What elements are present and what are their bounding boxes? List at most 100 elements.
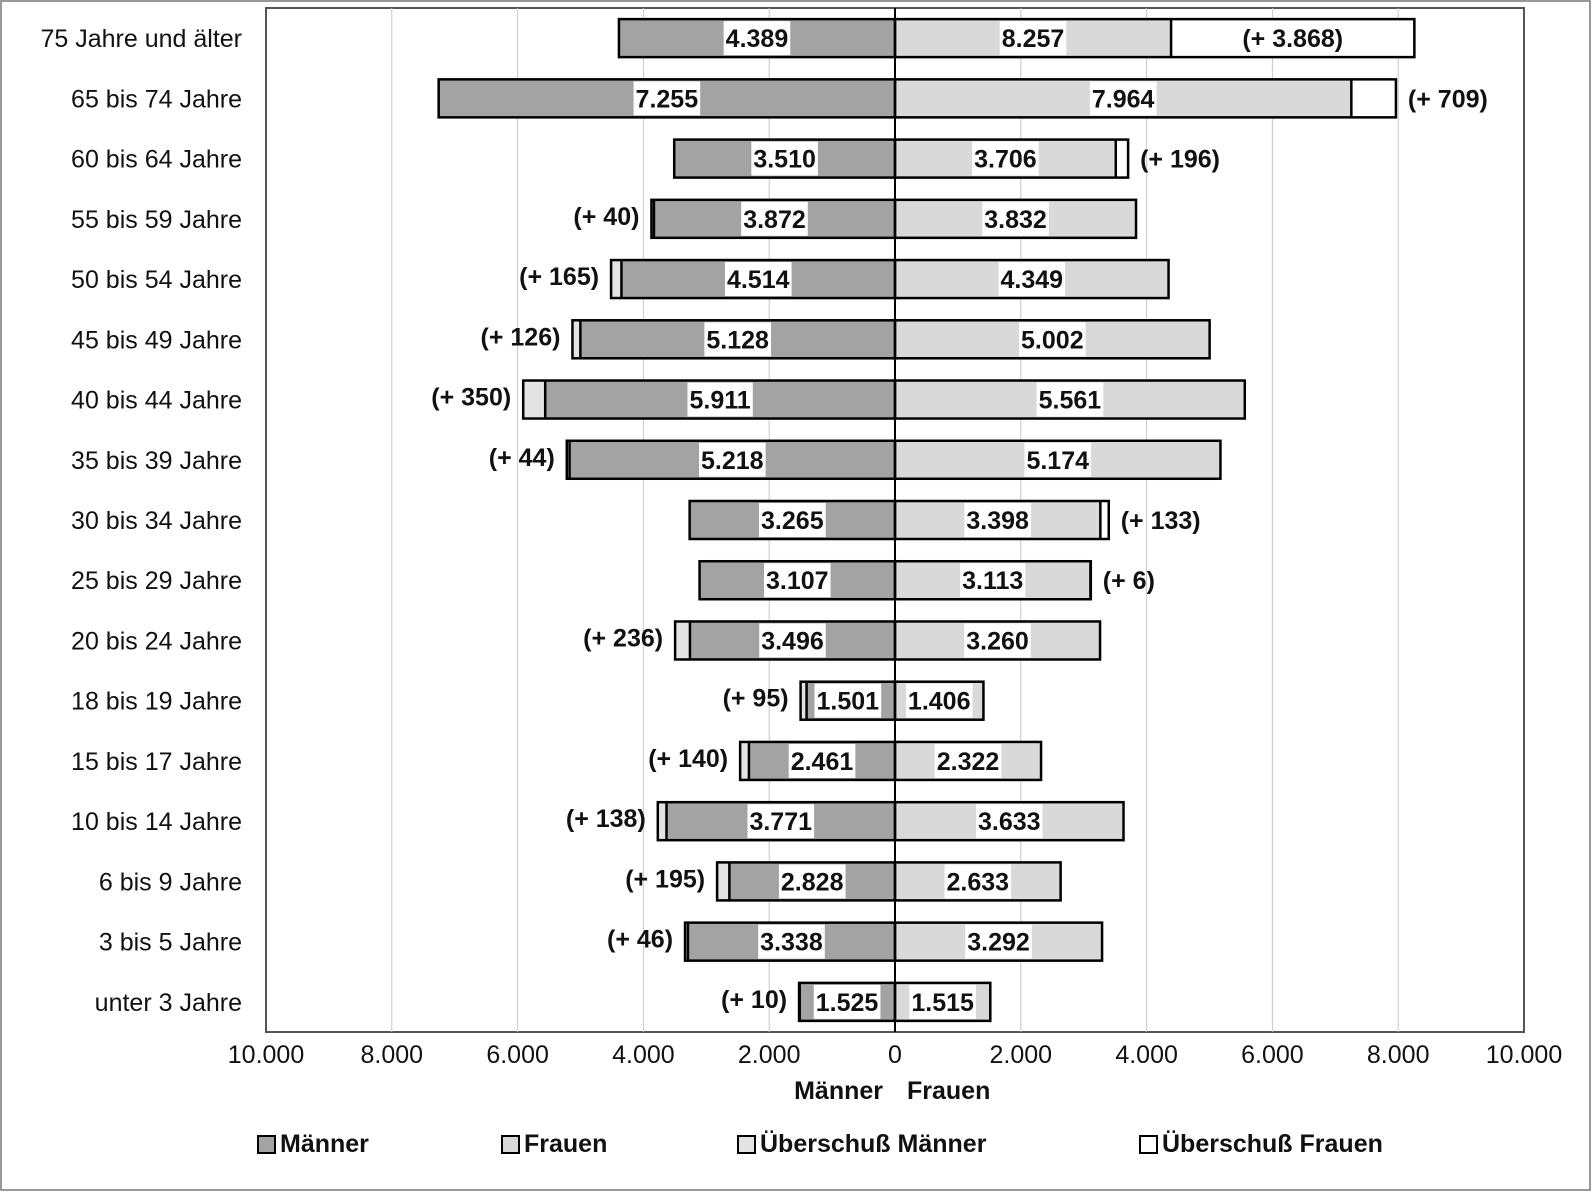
value-label-frauen-bg [1019, 322, 1086, 357]
surplus-label: (+ 196) [1140, 146, 1220, 174]
legend-swatch [257, 1135, 276, 1154]
value-label-frauen: 5.561 [1039, 387, 1102, 415]
value-label-maenner-bg [698, 442, 766, 477]
bar-ueberschuss-maenner [523, 380, 546, 419]
category-label: 25 bis 29 Jahre [71, 567, 242, 595]
surplus-label: (+ 6) [1103, 567, 1155, 595]
surplus-label: (+ 236) [583, 624, 663, 652]
x-tick-label: 4.000 [1115, 1041, 1178, 1069]
value-label-maenner-bg [687, 382, 753, 417]
value-label-maenner: 1.525 [816, 989, 879, 1017]
value-label-frauen-bg [999, 21, 1067, 56]
value-label-maenner-bg [747, 804, 815, 839]
category-label: 60 bis 64 Jahre [71, 146, 242, 174]
value-label-frauen: 1.515 [911, 989, 974, 1017]
x-tick-label: 4.000 [612, 1041, 675, 1069]
value-label-maenner-bg [704, 322, 772, 357]
value-label-maenner-bg [741, 201, 808, 236]
value-label-frauen: 2.633 [947, 868, 1010, 896]
legend-swatch [1139, 1135, 1158, 1154]
bar-ueberschuss-maenner [566, 440, 570, 479]
value-label-frauen: 3.113 [962, 567, 1023, 595]
surplus-label: (+ 138) [566, 805, 646, 833]
value-label-frauen-bg [998, 262, 1066, 297]
value-label-frauen-bg [1089, 81, 1157, 116]
legend-swatch [501, 1135, 520, 1154]
value-label-maenner-bg [813, 984, 881, 1019]
value-label-maenner-bg [723, 21, 791, 56]
bar-ueberschuss-frauen [1351, 79, 1396, 118]
value-label-frauen-bg [944, 864, 1012, 899]
x-tick-label: 8.000 [361, 1041, 424, 1069]
bar-ueberschuss-maenner [651, 199, 654, 238]
x-tick-label: 2.000 [738, 1041, 801, 1069]
value-label-maenner: 2.828 [781, 868, 844, 896]
category-label: 30 bis 34 Jahre [71, 507, 242, 535]
value-label-maenner: 3.107 [766, 567, 829, 595]
value-label-maenner: 3.771 [749, 808, 812, 836]
category-label: 15 bis 17 Jahre [71, 748, 242, 776]
surplus-label: (+ 140) [648, 745, 728, 773]
category-label: 6 bis 9 Jahre [99, 868, 242, 896]
x-tick-label: 10.000 [1486, 1041, 1562, 1069]
legend-label: Männer [280, 1130, 369, 1158]
surplus-label: (+ 350) [431, 384, 511, 412]
value-label-frauen: 3.260 [966, 627, 1029, 655]
surplus-label: (+ 95) [723, 685, 789, 713]
legend-label: Überschuß Männer [760, 1129, 987, 1158]
category-label: 18 bis 19 Jahre [71, 688, 242, 716]
surplus-label: (+ 126) [481, 323, 561, 351]
bar-ueberschuss-maenner [657, 802, 667, 841]
bar-ueberschuss-frauen [1115, 139, 1129, 178]
value-label-frauen-bg [982, 201, 1049, 236]
surplus-label: (+ 44) [489, 444, 555, 472]
value-label-frauen: 7.964 [1092, 85, 1155, 113]
category-label: 55 bis 59 Jahre [71, 206, 242, 234]
bar-ueberschuss-maenner [675, 621, 690, 660]
value-label-frauen-bg [960, 563, 1026, 598]
legend-label: Frauen [524, 1130, 607, 1158]
value-label-frauen: 4.349 [1000, 266, 1063, 294]
value-label-frauen-bg [965, 924, 1032, 959]
surplus-label: (+ 10) [721, 986, 787, 1014]
value-label-maenner: 5.218 [701, 447, 764, 475]
category-label: 20 bis 24 Jahre [71, 627, 242, 655]
bar-ueberschuss-maenner [800, 681, 807, 720]
x-tick-label: 0 [888, 1041, 902, 1069]
surplus-label: (+ 40) [573, 203, 639, 231]
category-label: 40 bis 44 Jahre [71, 387, 242, 415]
surplus-label: (+ 709) [1408, 85, 1488, 113]
x-tick-label: 8.000 [1367, 1041, 1430, 1069]
value-label-maenner-bg [759, 503, 826, 537]
value-label-maenner-bg [778, 864, 846, 899]
surplus-label: (+ 3.868) [1242, 25, 1343, 53]
x-axis-label-maenner: Männer [794, 1077, 883, 1105]
category-label: 35 bis 39 Jahre [71, 447, 242, 475]
value-label-frauen-bg [1036, 382, 1104, 417]
category-label: 50 bis 54 Jahre [71, 266, 242, 294]
value-label-frauen: 3.398 [966, 507, 1029, 535]
value-label-frauen: 1.406 [908, 688, 971, 716]
value-label-frauen: 5.002 [1021, 326, 1084, 354]
value-label-frauen: 3.292 [967, 929, 1030, 957]
surplus-label: (+ 195) [625, 865, 705, 893]
x-tick-label: 6.000 [486, 1041, 549, 1069]
value-label-frauen: 3.706 [974, 146, 1037, 174]
value-label-maenner: 3.338 [760, 929, 823, 957]
value-label-maenner-bg [759, 623, 826, 658]
category-label: 65 bis 74 Jahre [71, 85, 242, 113]
category-label: 75 Jahre und älter [40, 25, 242, 53]
value-label-maenner: 3.510 [753, 146, 816, 174]
legend-label: Überschuß Frauen [1162, 1129, 1383, 1158]
value-label-frauen-bg [905, 683, 973, 718]
category-label: 3 bis 5 Jahre [99, 929, 242, 957]
value-label-frauen-bg [964, 623, 1031, 658]
surplus-label: (+ 165) [519, 263, 599, 291]
value-label-frauen-bg [975, 804, 1043, 839]
value-label-frauen: 5.174 [1026, 447, 1089, 475]
value-label-maenner-bg [724, 262, 792, 297]
value-label-maenner-bg [814, 683, 882, 718]
x-tick-label: 10.000 [228, 1041, 304, 1069]
value-label-frauen-bg [964, 503, 1032, 537]
